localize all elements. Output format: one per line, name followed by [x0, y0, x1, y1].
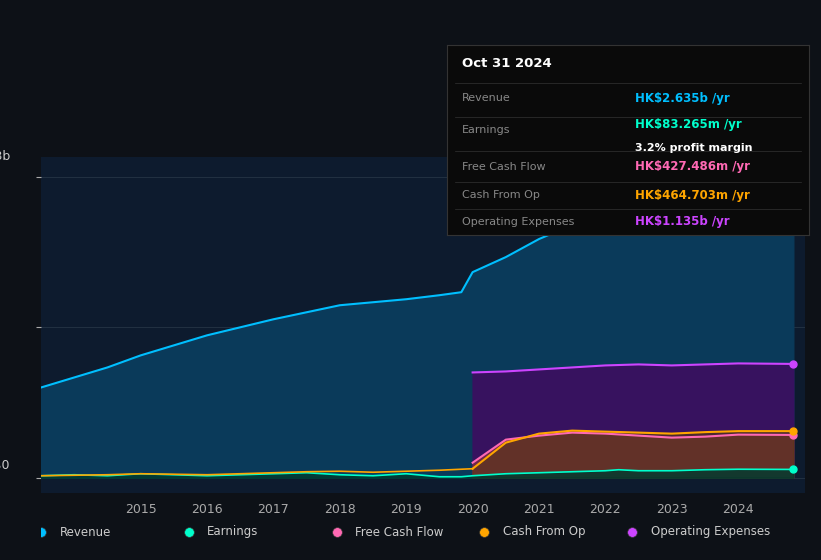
Text: HK$0: HK$0 — [0, 459, 11, 473]
Text: HK$427.486m /yr: HK$427.486m /yr — [635, 160, 750, 173]
Text: Earnings: Earnings — [208, 525, 259, 539]
Text: Free Cash Flow: Free Cash Flow — [462, 162, 545, 172]
Text: 3.2% profit margin: 3.2% profit margin — [635, 143, 753, 153]
Text: Operating Expenses: Operating Expenses — [462, 217, 574, 227]
Text: HK$2.635b /yr: HK$2.635b /yr — [635, 92, 730, 105]
Text: Cash From Op: Cash From Op — [503, 525, 585, 539]
Text: Operating Expenses: Operating Expenses — [651, 525, 770, 539]
Text: Revenue: Revenue — [60, 525, 111, 539]
Text: HK$464.703m /yr: HK$464.703m /yr — [635, 189, 750, 202]
Text: HK$3b: HK$3b — [0, 150, 11, 164]
Text: HK$1.135b /yr: HK$1.135b /yr — [635, 216, 730, 228]
Text: Cash From Op: Cash From Op — [462, 190, 539, 200]
Text: Free Cash Flow: Free Cash Flow — [355, 525, 443, 539]
Text: Oct 31 2024: Oct 31 2024 — [462, 57, 552, 71]
Text: Earnings: Earnings — [462, 125, 511, 136]
Text: HK$83.265m /yr: HK$83.265m /yr — [635, 118, 742, 131]
Text: Revenue: Revenue — [462, 93, 511, 103]
